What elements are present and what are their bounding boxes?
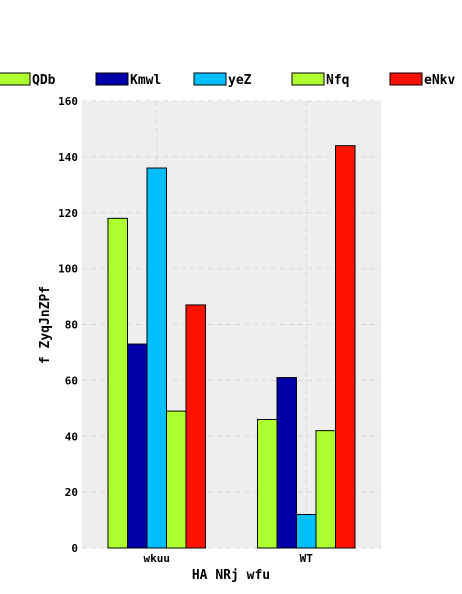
y-tick-label: 40 bbox=[65, 430, 78, 443]
legend-label-Nfq: Nfq bbox=[326, 73, 349, 88]
bar-QDb-WT bbox=[257, 418, 278, 549]
legend-label-eNkv: eNkv bbox=[424, 73, 455, 88]
x-tick-labels: wkuu WT bbox=[144, 552, 314, 565]
y-tick-label: 60 bbox=[65, 374, 78, 387]
legend: QDb Kmwl yeZ Nfq eNkv bbox=[0, 72, 455, 88]
y-tick-label: 20 bbox=[65, 486, 78, 499]
y-tick-label: 120 bbox=[58, 207, 78, 220]
bar-eNkv-WT bbox=[335, 145, 356, 549]
legend-label-QDb: QDb bbox=[32, 73, 56, 88]
y-tick-label: 80 bbox=[65, 319, 78, 332]
y-tick-labels: 0 20 40 60 80 100 120 140 160 bbox=[58, 95, 78, 555]
bar-yeZ-wkuu bbox=[146, 167, 167, 549]
bar-Nfq-WT bbox=[315, 430, 336, 549]
bar-yeZ-WT bbox=[296, 513, 317, 549]
bar-Kmwl-wkuu bbox=[127, 343, 148, 549]
bar-Nfq-wkuu bbox=[166, 410, 187, 549]
legend-swatch-QDb bbox=[0, 72, 31, 86]
bar-eNkv-wkuu bbox=[185, 304, 206, 549]
y-tick-label: 160 bbox=[58, 95, 78, 108]
y-axis-title: f ZyqJnZPf bbox=[38, 286, 53, 364]
legend-label-yeZ: yeZ bbox=[228, 73, 252, 88]
y-tick-label: 0 bbox=[71, 542, 78, 555]
legend-swatch-yeZ bbox=[193, 72, 227, 86]
x-tick-label: wkuu bbox=[144, 552, 171, 565]
legend-label-Kmwl: Kmwl bbox=[130, 73, 161, 88]
legend-swatch-Nfq bbox=[291, 72, 325, 86]
x-axis-title: HA NRj wfu bbox=[192, 568, 270, 583]
legend-swatch-eNkv bbox=[389, 72, 423, 86]
bar-QDb-wkuu bbox=[107, 217, 128, 549]
y-tick-label: 140 bbox=[58, 151, 78, 164]
legend-swatch-Kmwl bbox=[95, 72, 129, 86]
bars bbox=[107, 145, 356, 549]
y-tick-label: 100 bbox=[58, 263, 78, 276]
x-tick-label: WT bbox=[300, 552, 314, 565]
bar-Kmwl-WT bbox=[276, 377, 297, 549]
